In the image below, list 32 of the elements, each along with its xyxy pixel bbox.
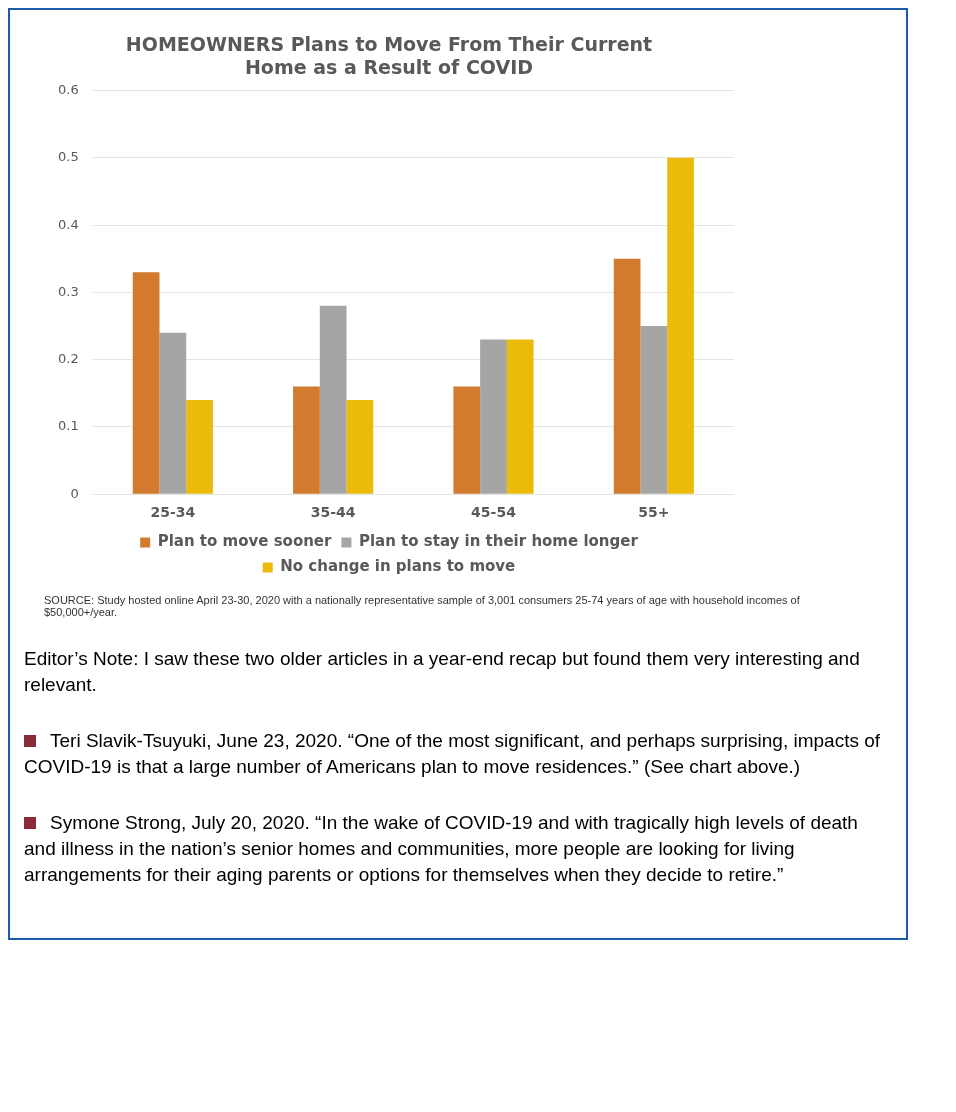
bar	[186, 400, 213, 494]
y-tick-label: 0	[70, 485, 79, 501]
bar	[640, 326, 668, 494]
x-tick-label: 35-44	[310, 504, 356, 521]
y-tick-label: 0.4	[57, 216, 79, 232]
text: Teri Slavik-Tsuyuki, June 23, 2020. “One of the most significant, and perhaps surprising, impacts of COVID-19 is that a large number of Americans plan to move residences.” (See chart above.)	[24, 730, 881, 777]
bar	[293, 386, 320, 494]
text: HOMEOWNERS Plans to Move From Their Current	[125, 33, 653, 56]
y-tick-label: 0.1	[57, 418, 79, 434]
bar	[159, 332, 187, 494]
bar	[480, 339, 507, 494]
text: Symone Strong, July 20, 2020. “In the wake of COVID-19 and with tragically high levels of death and illness in the nation’s senior homes and communities, more people are looking for living arrangements for their aging parents or options for themselves when they decide to retire.”	[24, 812, 858, 885]
legend-label: Plan to move sooner	[157, 532, 333, 551]
x-tick-label: 45-54	[471, 504, 517, 521]
legend-label: No change in plans to move	[280, 557, 516, 576]
source-note: SOURCE: Study hosted online April 23-30, 2020 with a nationally representative sample of 3,001 consumers 25-74 years of age with household incomes of $50,000+/year.	[44, 594, 801, 618]
x-tick-label: 55+	[638, 504, 670, 521]
bar	[613, 258, 641, 494]
y-tick-label: 0.2	[57, 351, 79, 367]
bar	[319, 305, 347, 494]
y-tick-label: 0.3	[57, 283, 79, 299]
bar	[346, 400, 374, 494]
text: Editor’s Note: I saw these two older articles in a year-end recap but found them very interesting and relevant.	[24, 647, 861, 697]
legend-label: Plan to stay in their home longer	[358, 532, 639, 551]
bar	[506, 339, 534, 494]
x-tick-label: 25-34	[150, 504, 196, 521]
bar	[667, 157, 694, 494]
y-tick-label: 0.6	[57, 81, 79, 97]
text: Home as a Result of COVID	[244, 56, 534, 79]
y-tick-label: 0.5	[57, 149, 79, 165]
bar	[453, 386, 481, 494]
bar	[132, 272, 160, 494]
